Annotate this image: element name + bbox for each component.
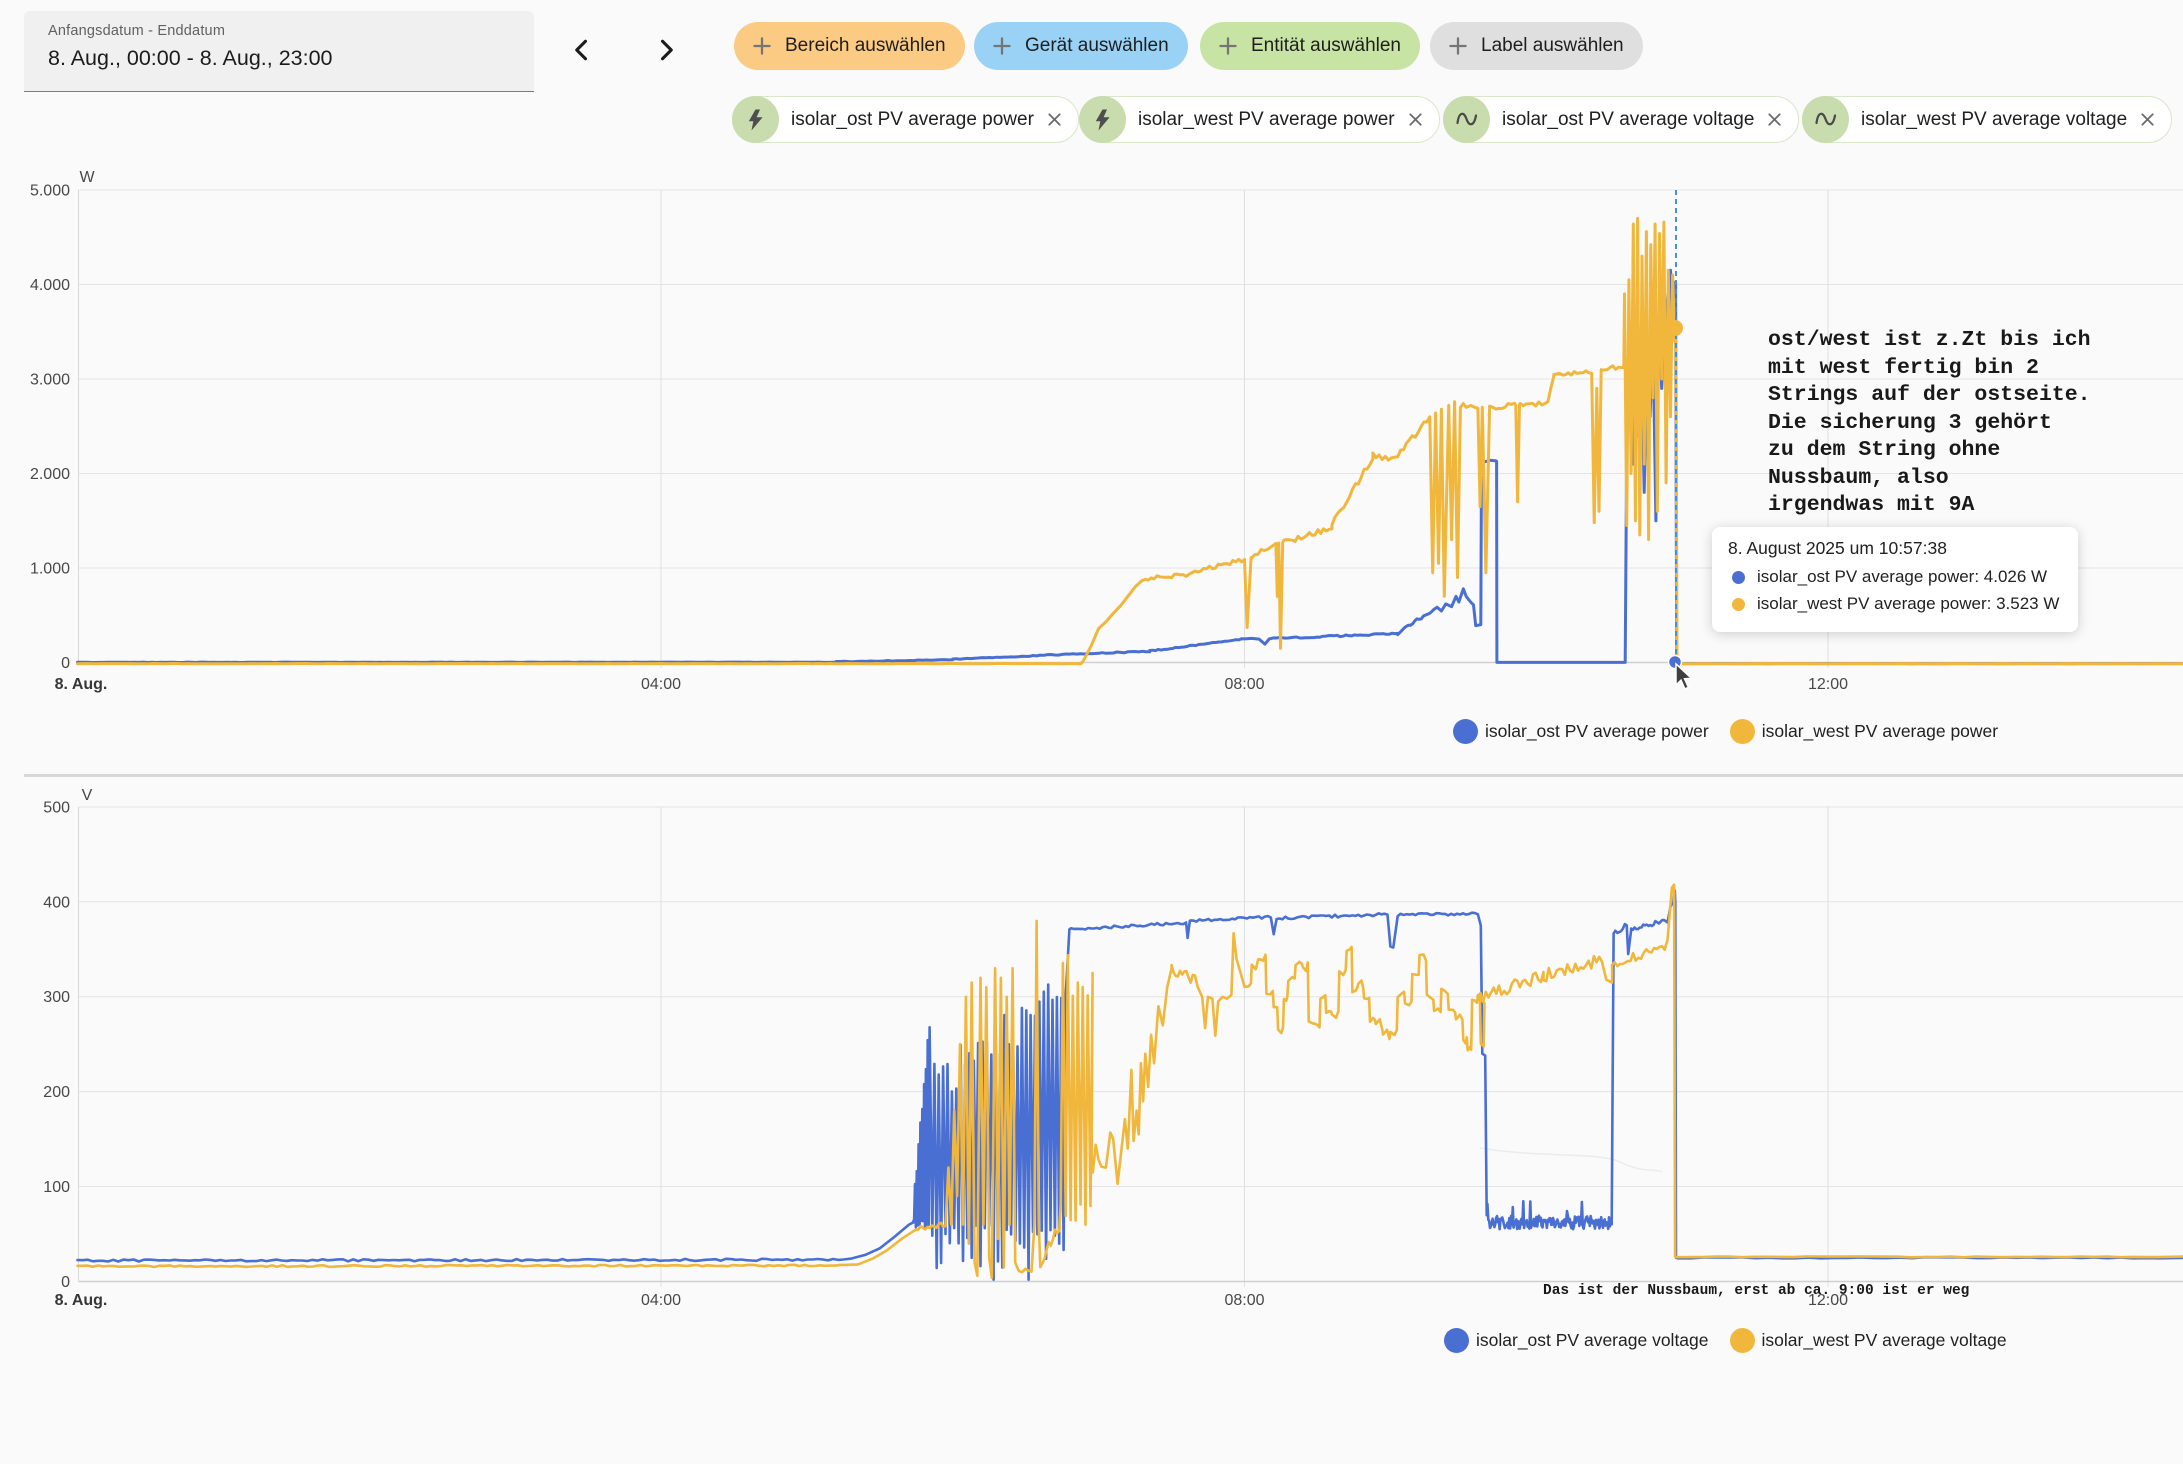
- svg-text:12:00: 12:00: [1808, 1292, 1848, 1309]
- svg-text:5.000: 5.000: [30, 183, 70, 200]
- svg-text:V: V: [82, 787, 93, 804]
- svg-text:08:00: 08:00: [1224, 676, 1264, 693]
- svg-text:4.000: 4.000: [30, 277, 70, 294]
- svg-text:8. Aug.: 8. Aug.: [55, 676, 108, 693]
- svg-text:08:00: 08:00: [1224, 1292, 1264, 1309]
- svg-text:04:00: 04:00: [641, 676, 681, 693]
- svg-text:2.000: 2.000: [30, 466, 70, 483]
- svg-text:0: 0: [61, 655, 70, 672]
- svg-text:8. Aug.: 8. Aug.: [55, 1292, 108, 1309]
- svg-text:100: 100: [43, 1179, 70, 1196]
- svg-text:0: 0: [61, 1274, 70, 1291]
- svg-text:300: 300: [43, 989, 70, 1006]
- svg-text:1.000: 1.000: [30, 561, 70, 578]
- svg-text:200: 200: [43, 1084, 70, 1101]
- svg-text:3.000: 3.000: [30, 372, 70, 389]
- svg-text:04:00: 04:00: [641, 1292, 681, 1309]
- svg-text:400: 400: [43, 894, 70, 911]
- svg-text:12:00: 12:00: [1808, 676, 1848, 693]
- svg-text:W: W: [79, 169, 95, 186]
- svg-text:500: 500: [43, 800, 70, 817]
